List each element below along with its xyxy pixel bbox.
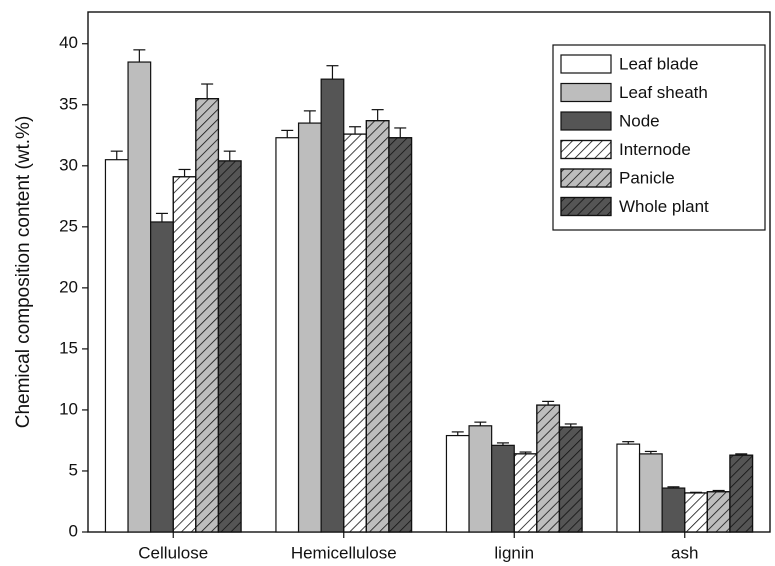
bar	[297, 122, 322, 533]
bar	[320, 78, 345, 533]
bar-hatch	[684, 492, 708, 533]
error-bar	[223, 150, 236, 161]
bar	[616, 443, 641, 533]
error-bar	[155, 212, 168, 222]
bar-hatch	[365, 120, 390, 533]
y-tick-label: 30	[59, 155, 78, 174]
bar-hatch	[388, 137, 413, 533]
bar	[661, 487, 686, 533]
legend-label: Internode	[619, 140, 691, 159]
error-bar	[201, 83, 214, 99]
bar-hatch	[729, 454, 754, 533]
legend-swatch	[560, 111, 612, 131]
legend-hatch	[560, 196, 612, 217]
legend-label: Leaf blade	[619, 54, 698, 73]
error-bar	[564, 423, 577, 428]
plot-frame	[87, 11, 771, 533]
legend-label: Whole plant	[619, 197, 709, 216]
bar-hatch	[172, 176, 197, 533]
error-bar	[622, 441, 635, 445]
error-bar	[133, 49, 146, 63]
error-bar	[474, 421, 487, 426]
x-tick-label: lignin	[494, 543, 534, 562]
y-tick-label: 10	[59, 399, 78, 418]
y-tick-label: 40	[59, 33, 78, 52]
error-bar	[178, 168, 191, 177]
error-bar	[519, 451, 532, 454]
error-bar	[371, 109, 384, 121]
x-tick-label: Hemicellulose	[291, 543, 397, 562]
error-bar	[349, 126, 362, 135]
bar	[491, 444, 515, 533]
legend-swatch	[560, 82, 612, 103]
error-bar	[667, 486, 680, 489]
bar-hatch	[536, 404, 561, 533]
legend-hatch	[560, 139, 612, 160]
legend-label: Node	[619, 111, 660, 130]
error-bar	[394, 127, 407, 138]
bar-hatch	[513, 453, 538, 533]
y-tick-label: 0	[69, 521, 78, 540]
error-bar	[735, 453, 748, 456]
error-bar	[451, 431, 464, 436]
legend-label: Leaf sheath	[619, 83, 708, 102]
error-bar	[110, 150, 123, 160]
error-bar	[303, 110, 316, 124]
bar	[445, 434, 470, 533]
legend-hatch	[560, 168, 612, 188]
bar-hatch	[195, 98, 220, 533]
x-tick-label: Cellulose	[138, 543, 208, 562]
y-tick-label: 25	[59, 216, 78, 235]
bar-hatch	[217, 160, 242, 533]
bar	[127, 61, 152, 533]
bar	[468, 425, 493, 533]
legend-label: Panicle	[619, 168, 675, 187]
error-bar	[542, 400, 555, 406]
bar	[104, 159, 129, 533]
error-bar	[690, 491, 703, 493]
bar-hatch	[343, 133, 367, 533]
bar	[638, 453, 663, 533]
y-tick-label: 20	[59, 277, 78, 296]
bar	[275, 137, 300, 533]
x-tick-label: ash	[671, 543, 698, 562]
error-bar	[326, 65, 339, 80]
y-axis-label: Chemical composition content (wt.%)	[13, 116, 34, 429]
y-tick-label: 15	[59, 338, 78, 357]
error-bar	[644, 450, 657, 454]
y-tick-label: 35	[59, 94, 78, 113]
error-bar	[281, 129, 294, 138]
bar-hatch	[558, 426, 583, 533]
bar	[150, 221, 174, 533]
error-bar	[496, 442, 509, 446]
y-tick-label: 5	[69, 460, 78, 479]
bar-hatch	[706, 491, 731, 533]
legend-swatch	[560, 54, 612, 74]
error-bar	[712, 489, 725, 492]
